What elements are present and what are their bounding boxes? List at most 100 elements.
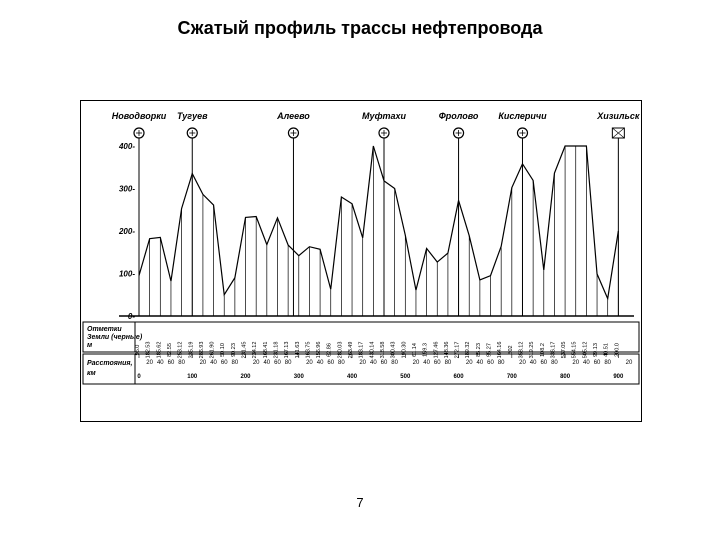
svg-text:20: 20 [519, 360, 526, 366]
svg-text:505.12: 505.12 [582, 342, 588, 359]
svg-text:60: 60 [434, 360, 441, 366]
svg-text:231.45: 231.45 [242, 342, 248, 359]
svg-text:190.30: 190.30 [401, 342, 407, 359]
svg-text:Муфтахи: Муфтахи [362, 111, 407, 121]
svg-text:Фролово: Фролово [439, 111, 479, 121]
svg-text:272.17: 272.17 [455, 342, 461, 359]
svg-text:185.62: 185.62 [156, 342, 162, 359]
svg-text:200: 200 [241, 374, 252, 380]
svg-text:183.17: 183.17 [359, 342, 365, 359]
svg-text:108.2: 108.2 [540, 343, 546, 357]
svg-text:60: 60 [487, 360, 494, 366]
svg-text:60: 60 [540, 360, 547, 366]
svg-text:200-: 200- [118, 227, 135, 236]
svg-text:Отметки: Отметки [87, 326, 122, 333]
svg-text:141.63: 141.63 [295, 342, 301, 359]
svg-text:100: 100 [187, 374, 198, 380]
svg-text:60: 60 [327, 360, 334, 366]
svg-text:20: 20 [466, 360, 473, 366]
svg-text:300: 300 [294, 374, 305, 380]
svg-text:537.05: 537.05 [561, 342, 567, 359]
svg-text:Тугуев: Тугуев [177, 111, 208, 121]
svg-text:40: 40 [583, 360, 590, 366]
svg-text:82.55: 82.55 [167, 343, 173, 357]
svg-text:261.90: 261.90 [210, 342, 216, 359]
svg-text:80: 80 [178, 360, 185, 366]
svg-text:20: 20 [253, 360, 260, 366]
svg-text:20: 20 [200, 360, 207, 366]
profile-chart: НоводворкиТугуевАлеевоМуфтахиФроловоКисл… [80, 100, 642, 422]
svg-text:167.13: 167.13 [284, 342, 290, 359]
svg-text:40: 40 [317, 360, 324, 366]
page-title: Сжатый профиль трассы нефтепровода [0, 18, 720, 39]
svg-text:300-: 300- [119, 185, 135, 194]
svg-text:60: 60 [221, 360, 228, 366]
svg-text:263.49: 263.49 [348, 342, 354, 359]
svg-text:40: 40 [210, 360, 217, 366]
svg-text:430.14: 430.14 [369, 342, 375, 359]
svg-text:20: 20 [359, 360, 366, 366]
svg-text:60: 60 [594, 360, 601, 366]
svg-text:318.58: 318.58 [380, 342, 386, 359]
svg-text:40: 40 [370, 360, 377, 366]
svg-text:336.17: 336.17 [550, 342, 556, 359]
svg-text:62.86: 62.86 [327, 343, 333, 357]
svg-text:Хизильск: Хизильск [596, 111, 640, 121]
svg-text:319.25: 319.25 [529, 342, 535, 359]
svg-text:127.46: 127.46 [433, 342, 439, 359]
svg-text:400-: 400- [118, 142, 135, 151]
svg-text:80: 80 [285, 360, 292, 366]
svg-text:40: 40 [263, 360, 270, 366]
chart-svg: НоводворкиТугуевАлеевоМуфтахиФроловоКисл… [81, 101, 641, 421]
svg-text:163.75: 163.75 [305, 342, 311, 359]
svg-text:159.3: 159.3 [423, 343, 429, 357]
svg-text:99.13: 99.13 [593, 343, 599, 357]
svg-text:100-: 100- [119, 270, 135, 279]
svg-text:900: 900 [613, 374, 624, 380]
svg-text:Новодворки: Новодворки [112, 111, 167, 121]
svg-text:168.41: 168.41 [263, 342, 269, 359]
svg-text:20: 20 [146, 360, 153, 366]
svg-text:231.18: 231.18 [273, 342, 279, 359]
svg-text:40: 40 [423, 360, 430, 366]
svg-text:253.12: 253.12 [178, 342, 184, 359]
svg-text:20: 20 [413, 360, 420, 366]
svg-text:182.53: 182.53 [146, 342, 152, 359]
svg-text:280.03: 280.03 [337, 342, 343, 359]
page-number: 7 [0, 495, 720, 510]
svg-text:80: 80 [232, 360, 239, 366]
svg-text:Земли (черные): Земли (черные) [87, 334, 143, 341]
svg-text:200.0: 200.0 [614, 343, 620, 357]
svg-text:358.12: 358.12 [518, 342, 524, 359]
svg-text:80: 80 [391, 360, 398, 366]
svg-text:700: 700 [507, 374, 518, 380]
svg-text:60: 60 [381, 360, 388, 366]
svg-text:50.10: 50.10 [220, 343, 226, 357]
svg-text:Кислеричи: Кислеричи [498, 111, 547, 121]
svg-text:20: 20 [306, 360, 313, 366]
svg-text:302: 302 [508, 345, 514, 354]
svg-text:20: 20 [626, 360, 633, 366]
svg-text:40: 40 [530, 360, 537, 366]
svg-text:80: 80 [338, 360, 345, 366]
svg-text:400: 400 [347, 374, 358, 380]
svg-text:189.32: 189.32 [465, 342, 471, 359]
svg-text:800: 800 [560, 374, 571, 380]
svg-text:80: 80 [551, 360, 558, 366]
svg-text:90.23: 90.23 [231, 343, 237, 357]
svg-text:80: 80 [604, 360, 611, 366]
svg-text:км: км [87, 370, 97, 377]
svg-text:м: м [87, 342, 93, 349]
svg-text:80: 80 [498, 360, 505, 366]
svg-text:500: 500 [400, 374, 411, 380]
svg-text:300.43: 300.43 [391, 342, 397, 359]
svg-text:286.93: 286.93 [199, 342, 205, 359]
svg-text:335.19: 335.19 [188, 342, 194, 359]
svg-text:234.12: 234.12 [252, 342, 258, 359]
svg-text:600: 600 [454, 374, 465, 380]
svg-text:60: 60 [274, 360, 281, 366]
svg-text:61.14: 61.14 [412, 343, 418, 357]
svg-text:164.16: 164.16 [497, 342, 503, 359]
svg-text:554.15: 554.15 [572, 342, 578, 359]
svg-text:40.51: 40.51 [604, 343, 610, 357]
